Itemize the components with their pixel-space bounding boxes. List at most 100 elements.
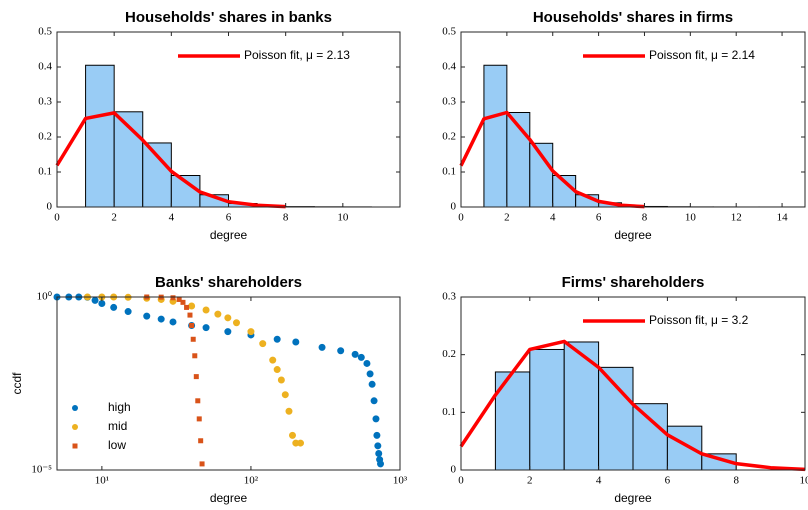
scatter-point [98,299,106,307]
scatter-point [188,302,196,310]
x-tick-label: 8 [642,212,648,224]
y-tick-label: 0.2 [442,348,456,360]
plot-area [57,297,400,470]
scatter-point [374,442,382,450]
x-tick-label: 4 [596,475,602,487]
x-tick-label: 2 [504,212,510,224]
y-tick-label: 0.3 [442,96,456,108]
scatter-point [232,319,240,327]
x-tick-label: 4 [550,212,556,224]
scatter-point [202,324,210,332]
y-tick-label: 0.3 [442,291,456,303]
legend-label: Poisson fit, μ = 3.2 [649,313,749,327]
histogram-bar [598,366,634,471]
x-tick-label: 10 [337,212,349,224]
legend-label: low [108,438,126,452]
scatter-point [176,296,182,302]
legend-label: mid [108,419,127,433]
scatter-point [187,312,193,318]
scatter-point [377,460,385,468]
y-tick-label: 0.2 [38,131,52,143]
x-tick-label: 10² [244,475,259,487]
scatter-point [318,343,326,351]
y-tick-label: 0.1 [442,166,456,178]
chart-title: Households' shares in firms [533,9,733,26]
legend-marker [72,405,78,411]
scatter-point [199,461,205,467]
fit-line [459,110,645,209]
axes-box [56,296,401,471]
y-tick-label: 0.1 [38,166,52,178]
scatter-point [190,336,196,342]
panel: Poisson fit, μ = 2.13 0 2 4 6 8 10 0 0.1 0.2 0.3 0.… [38,9,401,242]
legend-label: Poisson fit, μ = 2.13 [244,48,350,62]
scatter-point [373,431,381,439]
histogram-bar [666,425,703,471]
y-tick-label: 10⁰ [37,291,53,303]
x-tick-label: 10¹ [95,475,109,487]
y-tick-label: 0.5 [442,26,456,38]
scatter-point [296,439,304,447]
y-tick-label: 0 [451,201,457,213]
scatter-point [366,370,374,378]
scatter-point [288,431,296,439]
scatter-point [180,299,186,305]
x-tick-label: 10 [685,212,697,224]
panel: high mid low 10¹ 10² 10³ 10⁻⁵ 10⁰ Banks' shareho… [10,274,408,505]
scatter-point [124,308,132,316]
legend-marker [72,443,78,449]
scatter-point [192,353,198,359]
scatter-point [193,374,199,380]
scatter-point [202,306,210,314]
scatter-point [224,314,232,322]
scatter-point [195,398,201,404]
scatter-point [375,449,383,457]
x-tick-label: 0 [458,475,464,487]
scatter-point [196,416,202,422]
fit-line [55,111,286,209]
x-axis-label: degree [614,228,652,242]
scatter-point [224,328,232,336]
x-tick-label: 8 [283,212,289,224]
scatter-point [91,296,99,304]
scatter-point [337,347,345,355]
x-tick-label: 6 [665,475,671,487]
y-tick-label: 0.4 [38,61,52,73]
x-tick-label: 10 [800,475,808,487]
x-axis-label: degree [210,228,248,242]
y-tick-label: 0 [47,201,53,213]
panel: Poisson fit, μ = 2.14 0 2 4 6 8 10 12 14 0 0.1 0.2 0… [442,9,806,242]
histogram-bar [632,403,668,471]
scatter-point [372,415,380,423]
histogram-bar [142,142,172,208]
histogram-bar [483,64,508,208]
legend-label: Poisson fit, μ = 2.14 [649,48,755,62]
scatter-point [110,303,118,311]
y-tick-label: 0 [451,464,457,476]
scatter-point [143,312,151,320]
legend-label: high [108,400,131,414]
x-axis-label: degree [614,491,652,505]
x-tick-label: 14 [777,212,789,224]
chart-title: Banks' shareholders [155,274,302,291]
scatter-point [292,338,300,346]
y-tick-label: 10⁻⁵ [31,464,52,476]
x-tick-label: 12 [731,212,742,224]
scatter-point [214,310,222,318]
legend-marker [72,424,78,430]
axes-box [460,31,806,208]
histogram-bar [529,348,565,471]
y-axis-label: ccdf [10,372,24,395]
panel: Poisson fit, μ = 3.2 0 2 4 6 8 10 0 0.1 0.2 0.3 Fir… [442,274,808,505]
scatter-point [357,353,365,361]
y-tick-label: 0.1 [442,406,456,418]
x-tick-label: 2 [111,212,117,224]
scatter-point [285,407,293,415]
x-tick-label: 4 [169,212,175,224]
y-tick-label: 0.3 [38,96,52,108]
x-tick-label: 2 [527,475,533,487]
scatter-point [169,318,177,326]
scatter-point [269,356,277,364]
x-axis-label: degree [210,491,248,505]
